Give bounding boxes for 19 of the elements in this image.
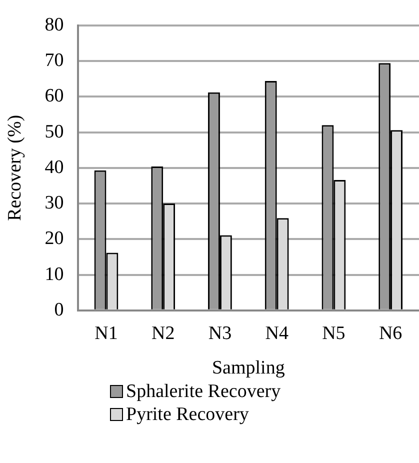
x-tick-label: N1 [94,322,118,344]
y-axis-title: Recovery (%) [4,114,26,221]
y-tick-label: 60 [44,86,64,107]
x-tick-label: N3 [208,322,232,344]
y-tick-label: 10 [44,264,64,285]
x-tick-label: N2 [151,322,175,344]
y-tick-label: 0 [54,299,64,320]
x-tick-label: N5 [322,322,346,344]
y-tick-label: 30 [44,192,64,214]
legend-label: Pyrite Recovery [126,403,249,426]
y-tick-label: 40 [44,156,64,178]
x-tick-label: N4 [265,322,289,344]
x-tick-label: N6 [378,322,402,344]
legend-label: Sphalerite Recovery [126,380,281,403]
y-tick-label: 20 [44,228,64,250]
y-tick-label: 50 [44,121,64,142]
x-axis-title: Sampling [212,358,286,379]
y-tick-label: 80 [44,14,64,36]
y-tick-label: 70 [44,50,64,72]
